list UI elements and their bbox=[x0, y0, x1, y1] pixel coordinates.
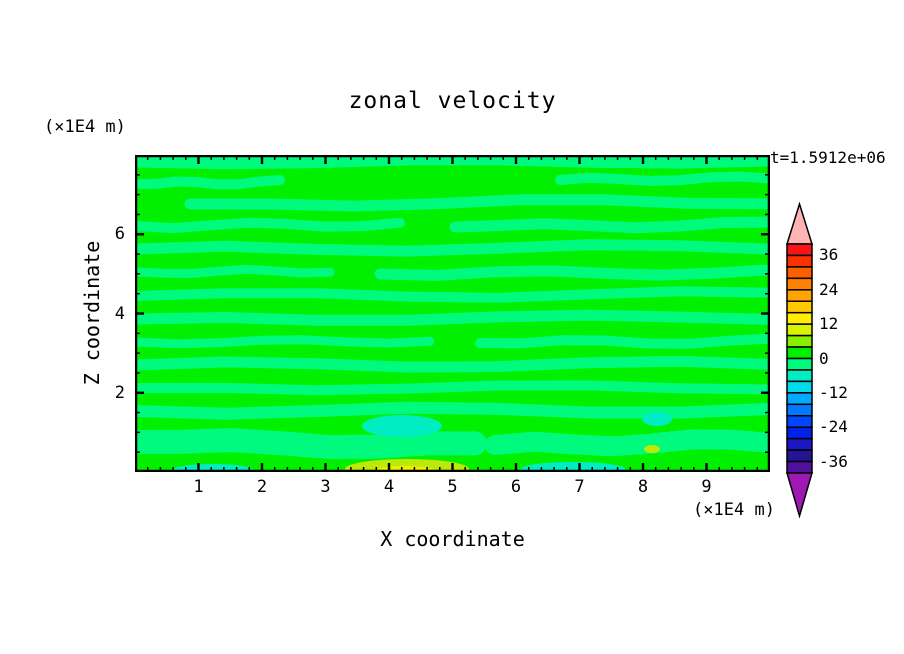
field-streak bbox=[449, 216, 770, 234]
field-streak bbox=[135, 175, 285, 190]
field-streak bbox=[135, 401, 770, 420]
colorbar-segment bbox=[786, 311, 813, 325]
colorbar-under-arrow bbox=[786, 472, 813, 519]
field-streak bbox=[135, 239, 770, 257]
colorbar-tick-label: 36 bbox=[819, 245, 839, 265]
x-tick-label: 1 bbox=[193, 477, 204, 497]
colorbar-tick-label: 12 bbox=[819, 314, 839, 334]
colorbar-over-arrow bbox=[785, 201, 814, 245]
x-tick-label: 8 bbox=[637, 477, 649, 497]
colorbar-segment bbox=[786, 266, 813, 280]
x-tick-label: 7 bbox=[574, 477, 585, 497]
colorbar-segment bbox=[786, 346, 813, 360]
colorbar-segment bbox=[786, 460, 813, 474]
field-streak bbox=[135, 428, 487, 459]
y-tick-label: 2 bbox=[114, 382, 125, 403]
x-tick-label: 6 bbox=[510, 477, 522, 497]
colorbar-segment bbox=[786, 323, 813, 337]
time-annotation: t=1.5912e+06 bbox=[770, 148, 886, 167]
field-patch bbox=[362, 415, 442, 437]
colorbar-segment bbox=[786, 392, 813, 406]
colorbar-segment bbox=[786, 300, 813, 314]
y-tick-label: 6 bbox=[114, 224, 125, 245]
colorbar-segment bbox=[786, 380, 813, 394]
field-patch bbox=[644, 445, 660, 453]
colorbar-segment bbox=[786, 254, 813, 268]
x-tick-label: 2 bbox=[256, 477, 268, 497]
field-streak bbox=[135, 309, 770, 326]
chart-title: zonal velocity bbox=[348, 88, 557, 114]
field-streak bbox=[135, 286, 770, 303]
colorbar-segment bbox=[786, 449, 813, 463]
field-streak bbox=[184, 194, 770, 212]
x-tick-label: 3 bbox=[320, 477, 331, 497]
colorbar-tick-label: 0 bbox=[819, 348, 829, 368]
field-streak bbox=[374, 264, 770, 281]
field-streak bbox=[135, 264, 335, 278]
colorbar-segment bbox=[786, 357, 813, 371]
y-tick-label: 4 bbox=[114, 303, 125, 324]
colorbar-segment bbox=[786, 334, 813, 348]
colorbar-segment bbox=[786, 243, 813, 257]
x-tick-label: 9 bbox=[701, 477, 712, 497]
x-axis-title: X coordinate bbox=[380, 527, 525, 551]
colorbar-segment bbox=[786, 437, 813, 451]
field-patch bbox=[642, 412, 672, 426]
contour-plot-area bbox=[135, 155, 770, 472]
x-tick-label: 5 bbox=[447, 477, 458, 497]
field-streak bbox=[135, 335, 435, 349]
colorbar-segment bbox=[786, 403, 813, 417]
colorbar-segment bbox=[786, 415, 813, 428]
colorbar-tick-label: -36 bbox=[819, 451, 848, 471]
colorbar-tick-label: 24 bbox=[819, 279, 839, 299]
colorbar-segment bbox=[786, 289, 813, 303]
field-streak bbox=[135, 380, 770, 396]
colorbar-tick-label: -24 bbox=[819, 417, 848, 437]
colorbar bbox=[785, 201, 814, 519]
colorbar-tick-label: -12 bbox=[819, 382, 848, 402]
field-streak bbox=[475, 333, 770, 349]
x-axis-unit-label: (×1E4 m) bbox=[693, 500, 775, 520]
field-streak bbox=[485, 429, 770, 457]
field-streak bbox=[135, 355, 770, 373]
colorbar-segment bbox=[786, 277, 813, 291]
x-tick-label: 4 bbox=[383, 477, 395, 497]
colorbar-segment bbox=[786, 369, 813, 383]
plot-frame bbox=[135, 155, 770, 472]
colorbar-segment bbox=[786, 426, 813, 440]
field-streak bbox=[135, 217, 405, 234]
field-patch bbox=[521, 462, 625, 472]
field-streak bbox=[555, 171, 770, 186]
y-axis-unit-label: (×1E4 m) bbox=[44, 117, 126, 137]
